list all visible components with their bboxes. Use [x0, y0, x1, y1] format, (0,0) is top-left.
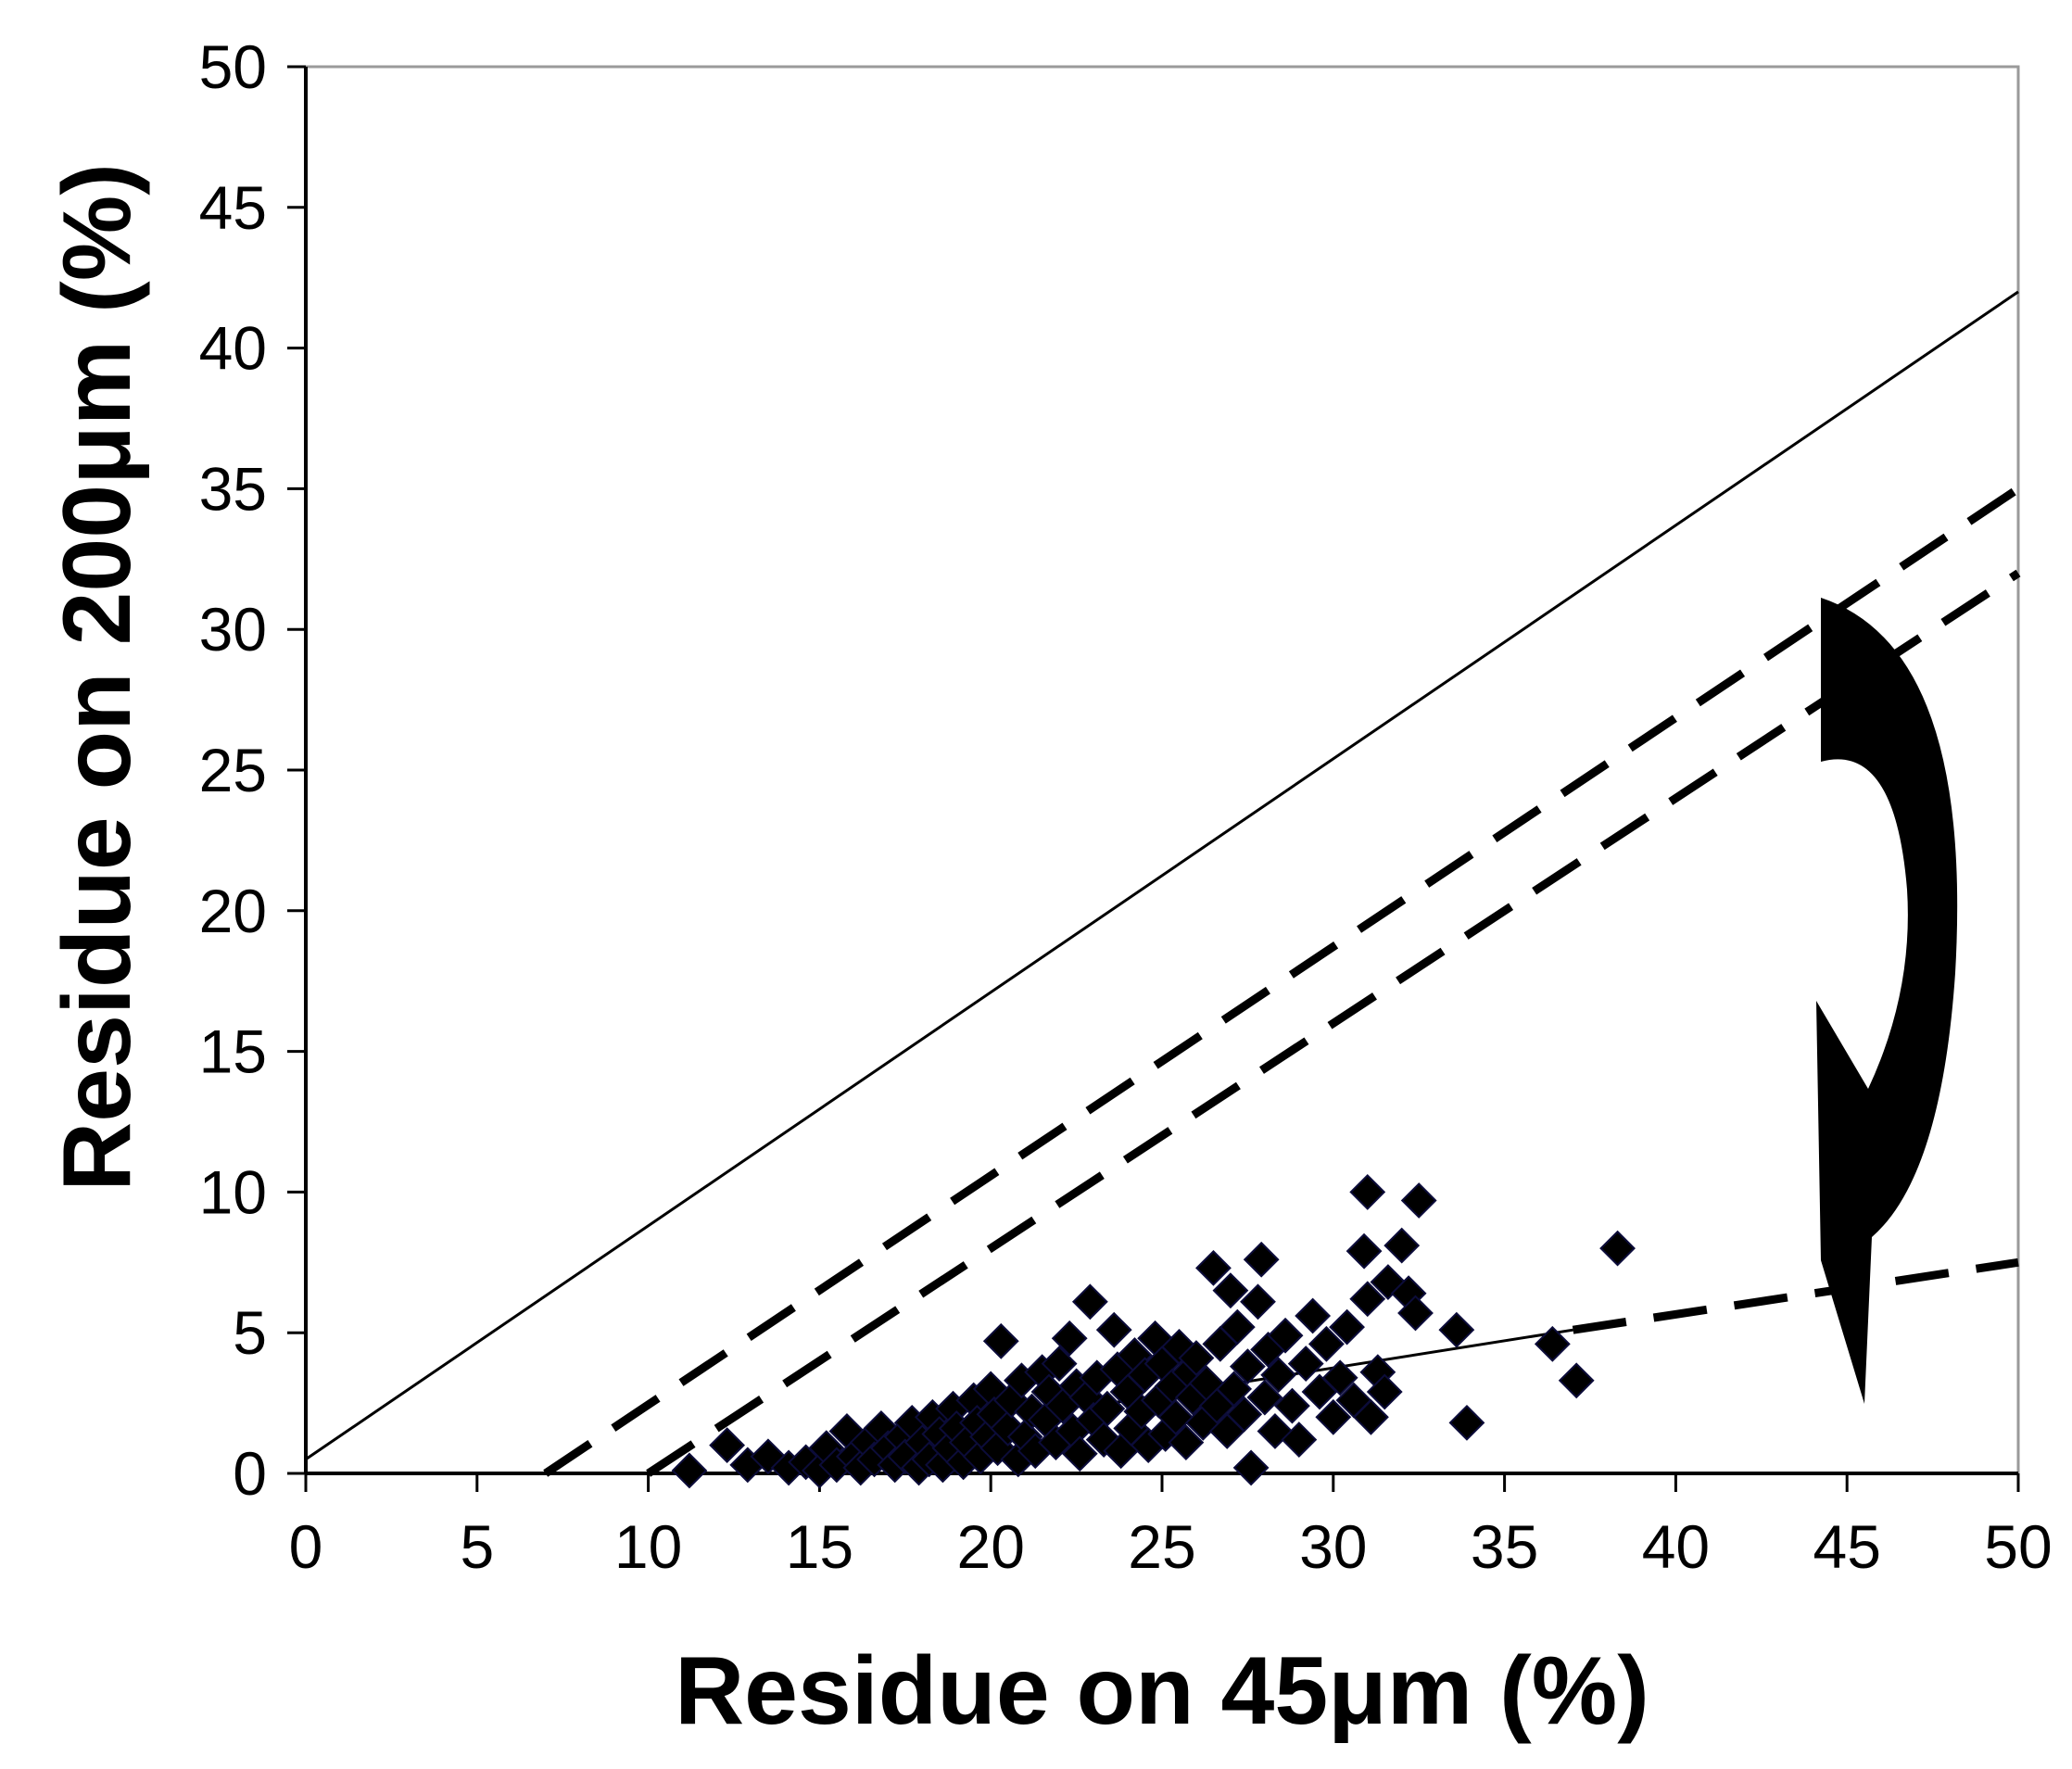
data-point — [1315, 1398, 1352, 1435]
data-point — [1157, 1398, 1194, 1435]
x-tick-label: 30 — [1299, 1512, 1367, 1581]
data-point — [1260, 1357, 1297, 1394]
data-point — [1397, 1295, 1434, 1332]
data-point — [1287, 1346, 1324, 1383]
data-point — [1095, 1311, 1132, 1348]
data-point — [1051, 1320, 1088, 1357]
data-point — [1308, 1325, 1345, 1362]
data-point — [1353, 1398, 1389, 1435]
y-tick-label: 25 — [199, 736, 267, 804]
data-point — [1558, 1362, 1595, 1399]
data-point — [1257, 1413, 1294, 1449]
data-point — [1246, 1379, 1283, 1416]
data-point — [1178, 1340, 1215, 1376]
data-point — [1216, 1371, 1253, 1408]
data-point — [709, 1427, 746, 1464]
x-tick-label: 40 — [1642, 1512, 1710, 1581]
data-point — [1383, 1227, 1421, 1264]
data-point — [1195, 1249, 1232, 1286]
data-point — [1061, 1435, 1098, 1472]
data-point — [1400, 1182, 1437, 1219]
data-point — [1599, 1230, 1636, 1267]
data-point — [1267, 1317, 1304, 1354]
x-tick-label: 20 — [956, 1512, 1024, 1581]
data-point — [1349, 1281, 1386, 1318]
y-tick-label: 40 — [199, 314, 267, 383]
data-point — [1349, 1173, 1386, 1210]
y-tick-label: 15 — [199, 1017, 267, 1086]
x-tick-label: 25 — [1128, 1512, 1195, 1581]
x-tick-label: 10 — [614, 1512, 682, 1581]
x-tick-label: 35 — [1471, 1512, 1538, 1581]
data-point — [1274, 1387, 1310, 1424]
reference-line-solid — [305, 290, 2019, 1461]
reference-line-dashed — [543, 485, 2021, 1477]
data-point — [1329, 1308, 1365, 1346]
data-point — [982, 1322, 1019, 1359]
data-point — [1321, 1359, 1358, 1396]
tick-labels: 0 5 10 15 20 25 30 35 40 45 50 0 5 10 15 20 25 30 35 40 45 50 — [199, 32, 2053, 1581]
reference-line-dashed — [646, 569, 2021, 1477]
data-point — [1448, 1404, 1485, 1441]
data-point — [1370, 1264, 1407, 1300]
data-point — [1295, 1297, 1332, 1334]
y-tick-label: 35 — [199, 454, 267, 523]
data-point — [1243, 1241, 1280, 1278]
x-tick-label: 15 — [786, 1512, 853, 1581]
data-point — [1071, 1283, 1108, 1320]
data-point — [1168, 1424, 1205, 1461]
data-point — [671, 1452, 708, 1489]
data-point — [1212, 1272, 1249, 1309]
data-point — [1232, 1449, 1270, 1486]
curved-arrow-annotation — [1816, 598, 1958, 1404]
data-point — [1089, 1390, 1126, 1427]
x-tick-label: 0 — [289, 1512, 323, 1581]
y-tick-label: 45 — [199, 173, 267, 242]
data-point — [1085, 1422, 1122, 1458]
data-point — [1281, 1422, 1318, 1458]
data-point — [1240, 1283, 1276, 1320]
data-point — [1438, 1311, 1475, 1348]
x-tick-label: 45 — [1813, 1512, 1880, 1581]
data-point — [1534, 1325, 1571, 1362]
data-points — [671, 1173, 1636, 1489]
data-point — [1366, 1373, 1403, 1410]
y-axis-title: Residue on 200μm (%) — [44, 163, 151, 1192]
y-tick-label: 5 — [233, 1298, 267, 1367]
x-tick-label: 5 — [460, 1512, 494, 1581]
data-point — [1041, 1346, 1078, 1383]
y-tick-label: 50 — [199, 32, 267, 101]
y-tick-label: 0 — [233, 1439, 267, 1508]
reference-line-dashed — [1572, 1257, 2019, 1334]
data-point — [1346, 1232, 1383, 1270]
data-point — [1226, 1396, 1263, 1433]
y-tick-label: 10 — [199, 1157, 267, 1226]
y-tick-label: 30 — [199, 595, 267, 663]
plot-area — [304, 65, 2020, 1475]
data-point — [1229, 1348, 1266, 1385]
y-tick-label: 20 — [199, 877, 267, 945]
x-axis-title: Residue on 45μm (%) — [675, 1637, 1649, 1745]
x-tick-label: 50 — [1984, 1512, 2052, 1581]
data-point — [1219, 1308, 1256, 1346]
